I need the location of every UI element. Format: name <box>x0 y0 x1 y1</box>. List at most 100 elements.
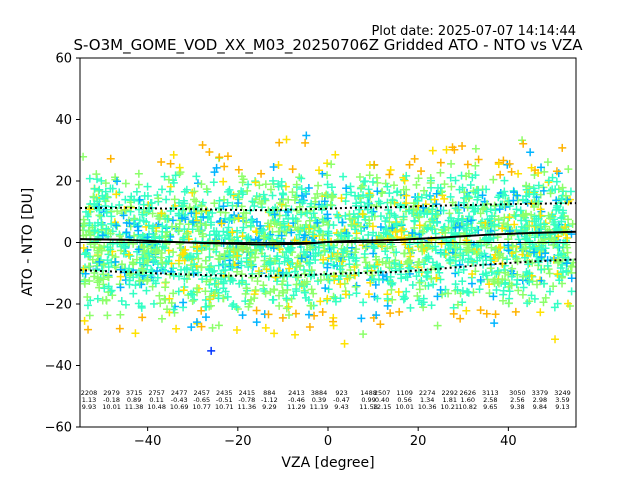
scatter-point <box>126 202 135 211</box>
scatter-point <box>323 210 332 219</box>
scatter-point <box>223 152 232 161</box>
scatter-point <box>463 287 472 296</box>
scatter-point <box>545 287 554 296</box>
scatter-point <box>107 219 116 228</box>
scatter-point <box>238 311 247 320</box>
scatter-point <box>563 195 572 204</box>
scatter-point <box>132 187 141 196</box>
scatter-point <box>351 191 360 200</box>
scatter-point <box>493 266 502 275</box>
bin-stat-mean: -0.51 <box>216 396 233 404</box>
scatter-point <box>210 279 219 288</box>
scatter-point <box>520 223 529 232</box>
scatter-point <box>100 194 109 203</box>
scatter-point <box>424 239 433 248</box>
scatter-point <box>117 260 126 269</box>
scatter-point <box>171 171 180 180</box>
y-tick-label: −60 <box>45 421 72 436</box>
scatter-point <box>387 209 396 218</box>
bin-stat-count: 1109 <box>396 389 413 397</box>
scatter-point <box>157 253 166 262</box>
scatter-point <box>400 249 409 258</box>
scatter-point <box>433 261 442 270</box>
scatter-point <box>405 160 414 169</box>
scatter-point <box>324 285 333 294</box>
scatter-point <box>521 240 530 249</box>
scatter-point <box>158 222 167 231</box>
scatter-point <box>278 313 287 322</box>
scatter-point <box>459 251 468 260</box>
scatter-point <box>418 227 427 236</box>
scatter-point <box>425 191 434 200</box>
scatter-point <box>194 254 203 263</box>
scatter-point <box>422 190 431 199</box>
scatter-point <box>403 273 412 282</box>
scatter-point <box>445 209 454 218</box>
scatter-point <box>419 186 428 195</box>
scatter-point <box>370 262 379 271</box>
scatter-point <box>402 185 411 194</box>
scatter-point <box>283 281 292 290</box>
scatter-point <box>261 180 270 189</box>
scatter-point <box>83 293 92 302</box>
scatter-point <box>527 210 536 219</box>
scatter-point <box>439 206 448 215</box>
scatter-point <box>394 288 403 297</box>
scatter-point <box>463 160 472 169</box>
scatter-point <box>220 162 229 171</box>
scatter-point <box>219 177 228 186</box>
scatter-point <box>323 159 332 168</box>
scatter-point <box>500 187 509 196</box>
scatter-point <box>291 330 300 339</box>
scatter-point <box>399 212 408 221</box>
scatter-point <box>282 294 291 303</box>
scatter-point <box>371 280 380 289</box>
bin-stat-count: 3050 <box>509 389 526 397</box>
scatter-point <box>295 173 304 182</box>
scatter-point <box>260 231 269 240</box>
scatter-point <box>368 177 377 186</box>
scatter-point <box>424 281 433 290</box>
scatter-point <box>280 222 289 231</box>
scatter-point <box>526 148 535 157</box>
scatter-point <box>433 218 442 227</box>
scatter-point <box>537 245 546 254</box>
scatter-point <box>345 260 354 269</box>
scatter-point <box>158 242 167 251</box>
scatter-point <box>437 239 446 248</box>
scatter-point <box>546 214 555 223</box>
scatter-point <box>290 195 299 204</box>
scatter-point <box>252 217 261 226</box>
bin-stat-count: 2979 <box>103 389 120 397</box>
scatter-point <box>202 185 211 194</box>
bin-stat-std: 9.29 <box>262 403 276 411</box>
scatter-point <box>248 197 257 206</box>
scatter-point <box>228 263 237 272</box>
scatter-point <box>376 320 385 329</box>
scatter-point <box>275 301 284 310</box>
scatter-point <box>297 254 306 263</box>
bin-stat-mean: 0.40 <box>375 396 389 404</box>
scatter-point <box>539 298 548 307</box>
scatter-point <box>152 245 161 254</box>
scatter-point <box>356 193 365 202</box>
scatter-point <box>486 264 495 273</box>
scatter-point <box>284 214 293 223</box>
bin-stat-std: 10.01 <box>395 403 414 411</box>
scatter-point <box>482 309 491 318</box>
scatter-point <box>410 154 419 163</box>
scatter-point <box>455 208 464 217</box>
y-tick-label: 0 <box>64 236 72 251</box>
y-tick-label: −40 <box>45 359 72 374</box>
scatter-point <box>552 177 561 186</box>
scatter-point <box>498 253 507 262</box>
scatter-point <box>475 285 484 294</box>
scatter-point <box>199 213 208 222</box>
scatter-point <box>338 248 347 257</box>
x-tick-label: −20 <box>224 434 251 449</box>
scatter-point <box>157 314 166 323</box>
scatter-point <box>304 296 313 305</box>
scatter-point <box>284 256 293 265</box>
scatter-point <box>365 190 374 199</box>
scatter-point <box>223 292 232 301</box>
